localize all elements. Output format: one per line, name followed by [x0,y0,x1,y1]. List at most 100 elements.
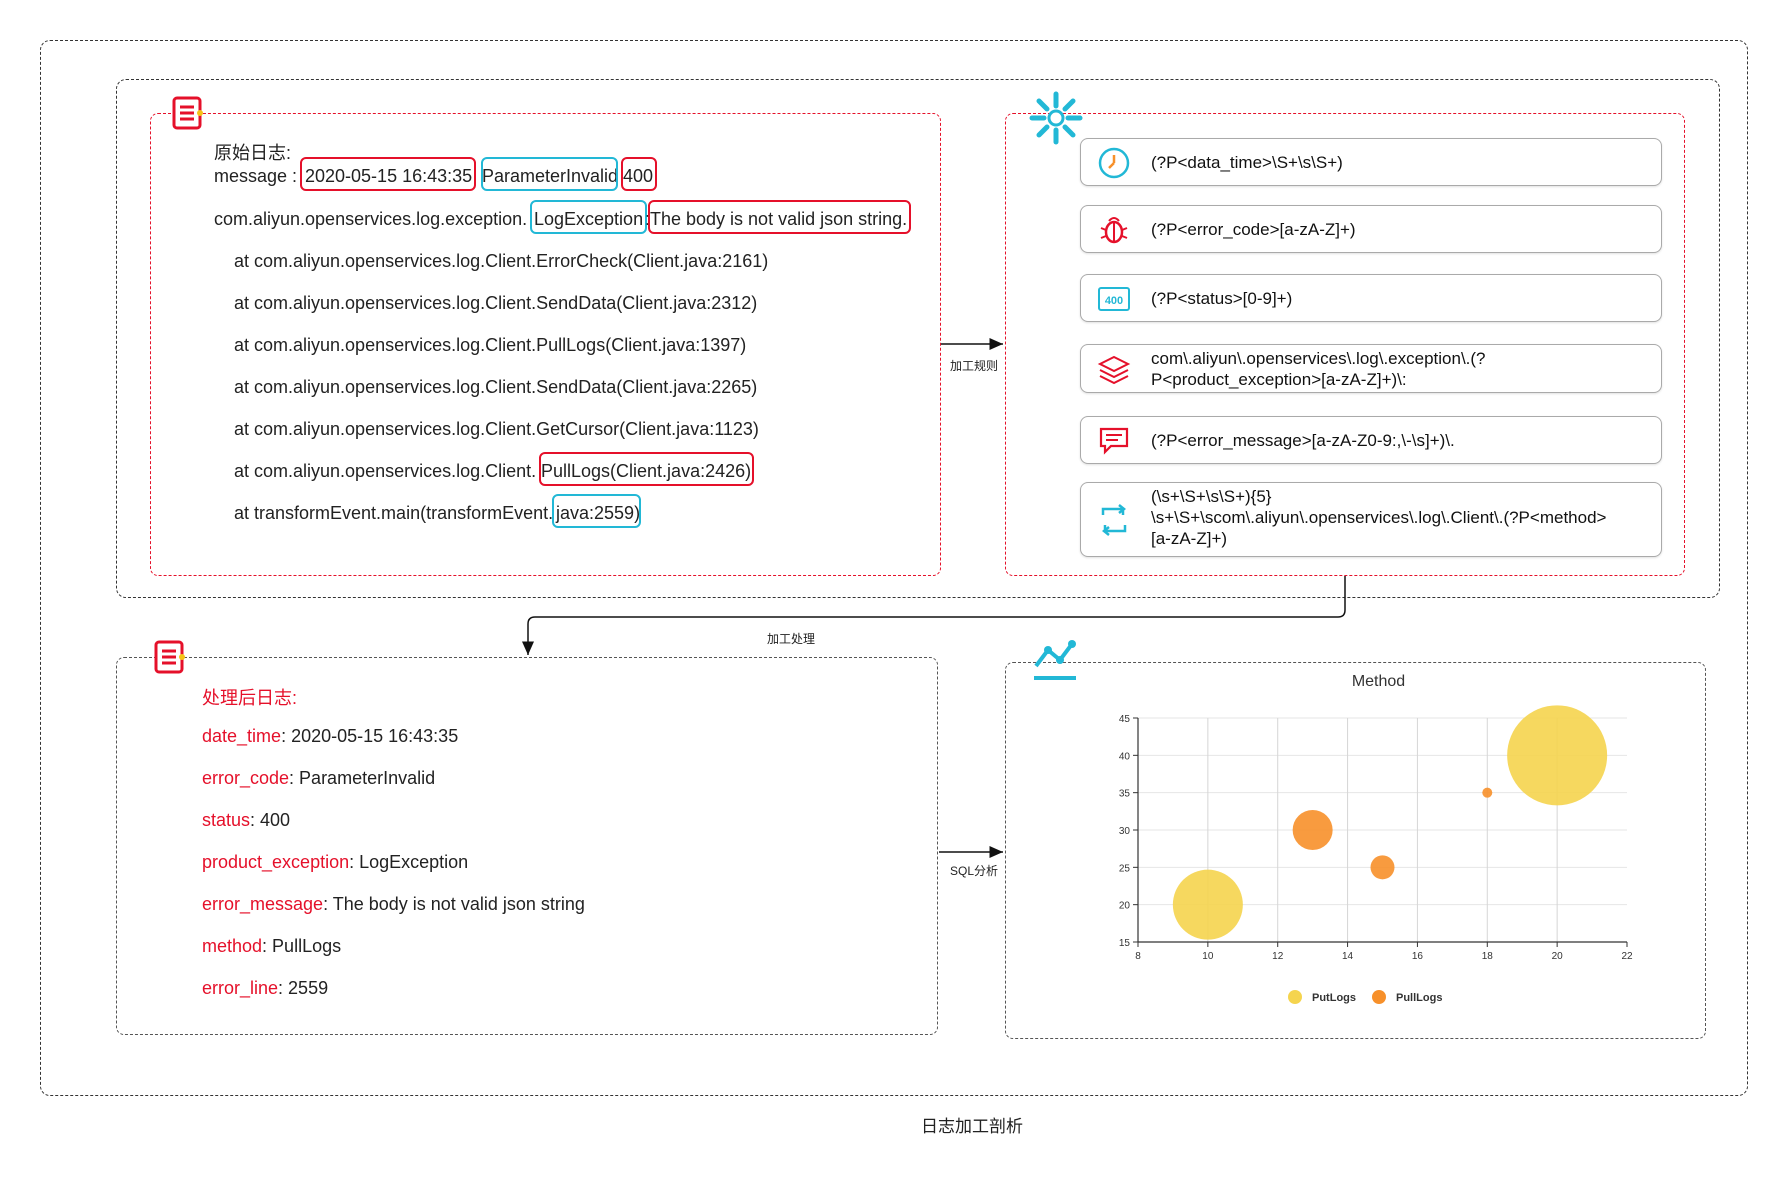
x-tick-label: 16 [1412,951,1424,962]
y-tick-label: 30 [1119,826,1131,837]
exception-highlight [530,200,647,234]
rule-datetime: (?P<data_time>\S+\s\S+) [1080,138,1662,186]
field-date-time: date_time: 2020-05-15 16:43:35 [202,726,458,747]
field-error-code: error_code: ParameterInvalid [202,768,435,789]
field-key: method [202,936,263,956]
x-tick-label: 12 [1272,951,1284,962]
stack-pull-prefix: at com.aliyun.openservices.log.Client. [234,461,537,481]
rule-text: (?P<error_message>[a-zA-Z0-9:,\-\s]+)\. [1151,431,1455,450]
field-key: error_code [202,768,290,788]
legend-label-putlogs: PutLogs [1312,992,1356,1004]
legend-marker-putlogs [1288,990,1302,1004]
processed-log-title: 处理后日志: [202,688,298,708]
exception-name: LogException [534,209,644,229]
bubble-pulllogs [1482,787,1493,798]
rule-error-code: (?P<error_code>[a-zA-Z]+) [1080,205,1662,253]
field-key: status [202,810,251,830]
status-icon-label: 400 [1105,295,1123,307]
error-message: The body is not valid json string. [650,209,908,229]
x-tick-label: 8 [1135,951,1141,962]
chart-title: Method [1352,673,1405,690]
message-icon [1099,427,1129,455]
field-value: : The body is not valid json string [323,894,585,914]
stack-last-prefix: at transformEvent.main(transformEvent. [234,503,554,523]
processed-document-icon [154,640,185,674]
y-tick-label: 15 [1119,938,1131,949]
analytics-icon [1034,640,1076,680]
field-value: : 2559 [278,978,329,998]
chart-box [1005,662,1706,1039]
field-key: product_exception [202,852,350,872]
status-highlight [621,157,657,191]
y-tick-label: 20 [1119,901,1131,912]
rules-box [1005,113,1685,576]
field-value: : ParameterInvalid [289,768,436,788]
legend-marker-pulllogs [1372,990,1386,1004]
rule-text: (\s+\S+\s\S+){5} \s+\S+\scom\.aliyun\.op… [1151,487,1607,548]
exception-prefix: com.aliyun.openservices.log.exception. [214,209,528,229]
processed-log-box [116,657,938,1035]
process-arrow-label: 加工处理 [767,632,816,646]
outer-frame [40,40,1748,1096]
bubble-putlogs [1172,869,1243,940]
line-number-highlight [552,494,641,528]
field-key: error_line [202,978,279,998]
transform-gear-icon [1029,91,1083,145]
field-value: : 2020-05-15 16:43:35 [281,726,459,746]
diagram-caption: 日志加工剖析 [921,1117,1023,1136]
bubble-pulllogs [1292,810,1333,850]
rule-error-message: (?P<error_message>[a-zA-Z0-9:,\-\s]+)\. [1080,416,1662,464]
process-arrow [522,576,1346,655]
top-group-frame [116,79,1720,598]
rules-arrow-label: 加工规则 [950,359,999,373]
raw-log-box [150,113,941,576]
x-tick-label: 14 [1342,951,1354,962]
x-tick-label: 18 [1482,951,1494,962]
legend-label-pulllogs: PullLogs [1396,992,1442,1004]
refresh-icon [1101,504,1127,536]
rule-text: (?P<status>[0-9]+) [1151,289,1293,308]
y-tick-label: 40 [1119,751,1131,762]
field-value: : PullLogs [262,936,342,956]
method-bubble-chart: Method 15 20 25 30 35 40 45 8 10 12 14 16 18 20 22 PutLo… [1119,673,1633,1004]
stack-last-line: java:2559) [556,503,641,523]
x-tick-label: 20 [1552,951,1564,962]
stack-line-5: at com.aliyun.openservices.log.Client.Ge… [234,419,759,439]
field-value: : 400 [250,810,291,830]
rule-product-exception: com\.aliyun\.openservices\.log\.exceptio… [1080,344,1662,393]
datetime-highlight [300,157,476,191]
y-tick-label: 45 [1119,714,1131,725]
layers-icon [1097,355,1131,385]
rule-method: (\s+\S+\s\S+){5} \s+\S+\scom\.aliyun\.op… [1080,482,1662,557]
rule-text: (?P<data_time>\S+\s\S+) [1151,153,1343,172]
field-method: method: PullLogs [202,936,341,957]
raw-datetime: 2020-05-15 16:43:35 [305,166,473,186]
stack-pull-method: PullLogs(Client.java:2426) [541,461,752,481]
y-tick-label: 25 [1119,863,1131,874]
field-value: : LogException [349,852,469,872]
error-code-highlight [481,157,618,191]
field-key: date_time [202,726,282,746]
exception-sep: : [645,209,651,229]
field-status: status: 400 [202,810,290,831]
rule-text: com\.aliyun\.openservices\.log\.exceptio… [1151,349,1486,389]
x-tick-label: 10 [1202,951,1214,962]
field-product-exception: product_exception: LogException [202,852,468,873]
raw-status: 400 [623,166,654,186]
stack-line-1: at com.aliyun.openservices.log.Client.Er… [234,251,769,271]
bug-icon [1100,217,1128,244]
raw-log-title: 原始日志: [214,143,292,163]
rule-status: 400 (?P<status>[0-9]+) [1080,274,1662,322]
stack-line-3: at com.aliyun.openservices.log.Client.Pu… [234,335,747,355]
raw-error-code: ParameterInvalid [482,166,619,186]
sql-arrow-label: SQL分析 [950,864,999,878]
log-document-icon [172,96,203,130]
bubble-putlogs [1507,705,1608,806]
rule-text: (?P<error_code>[a-zA-Z]+) [1151,220,1356,239]
field-error-line: error_line: 2559 [202,978,328,999]
bubble-pulllogs [1370,855,1395,880]
y-tick-label: 35 [1119,789,1131,800]
message-prefix: message : [214,166,298,186]
status-400-icon: 400 [1098,287,1130,311]
